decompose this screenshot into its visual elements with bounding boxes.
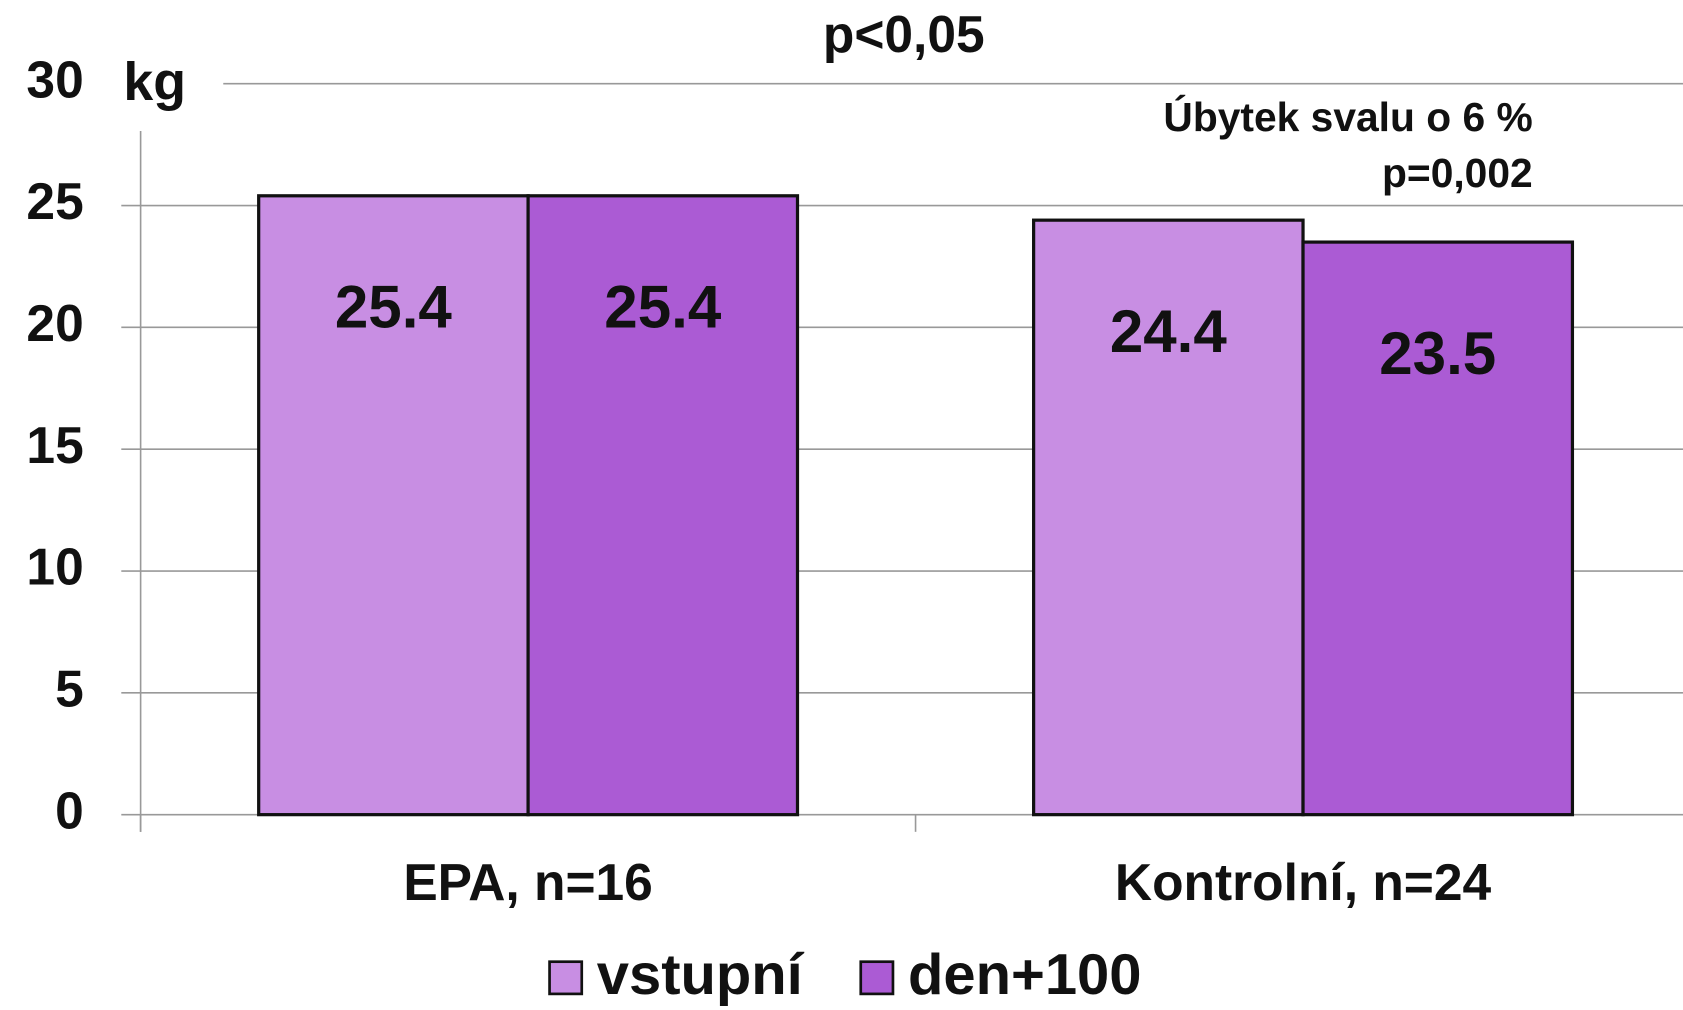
y-tick-label: 0	[55, 781, 84, 839]
annotation: Úbytek svalu o 6 %	[1163, 94, 1532, 140]
value-label: 25.4	[335, 274, 453, 341]
bar	[1032, 218, 1305, 817]
legend-swatch	[548, 960, 584, 996]
y-axis-label: kg	[123, 52, 186, 112]
x-tick-label: Kontrolní, n=24	[1115, 853, 1492, 911]
y-tick-label: 15	[26, 416, 83, 474]
annotation: p=0,002	[1382, 150, 1533, 196]
bar	[1301, 240, 1575, 817]
x-tick-label: EPA, n=16	[403, 853, 653, 911]
value-label: 23.5	[1379, 320, 1496, 387]
bar	[257, 194, 530, 817]
y-tick-label: 5	[55, 659, 84, 717]
legend-swatch	[859, 960, 895, 996]
legend-label: den+100	[908, 943, 1142, 1007]
value-label: 25.4	[604, 274, 722, 341]
bar	[526, 194, 800, 817]
y-tick-label: 10	[26, 538, 83, 596]
y-tick-label: 25	[26, 172, 83, 230]
y-tick-label: 30	[26, 50, 83, 108]
value-label: 24.4	[1110, 298, 1228, 365]
y-tick-label: 20	[26, 294, 83, 352]
legend-label: vstupní	[597, 943, 805, 1007]
chart-title: p<0,05	[823, 5, 985, 63]
